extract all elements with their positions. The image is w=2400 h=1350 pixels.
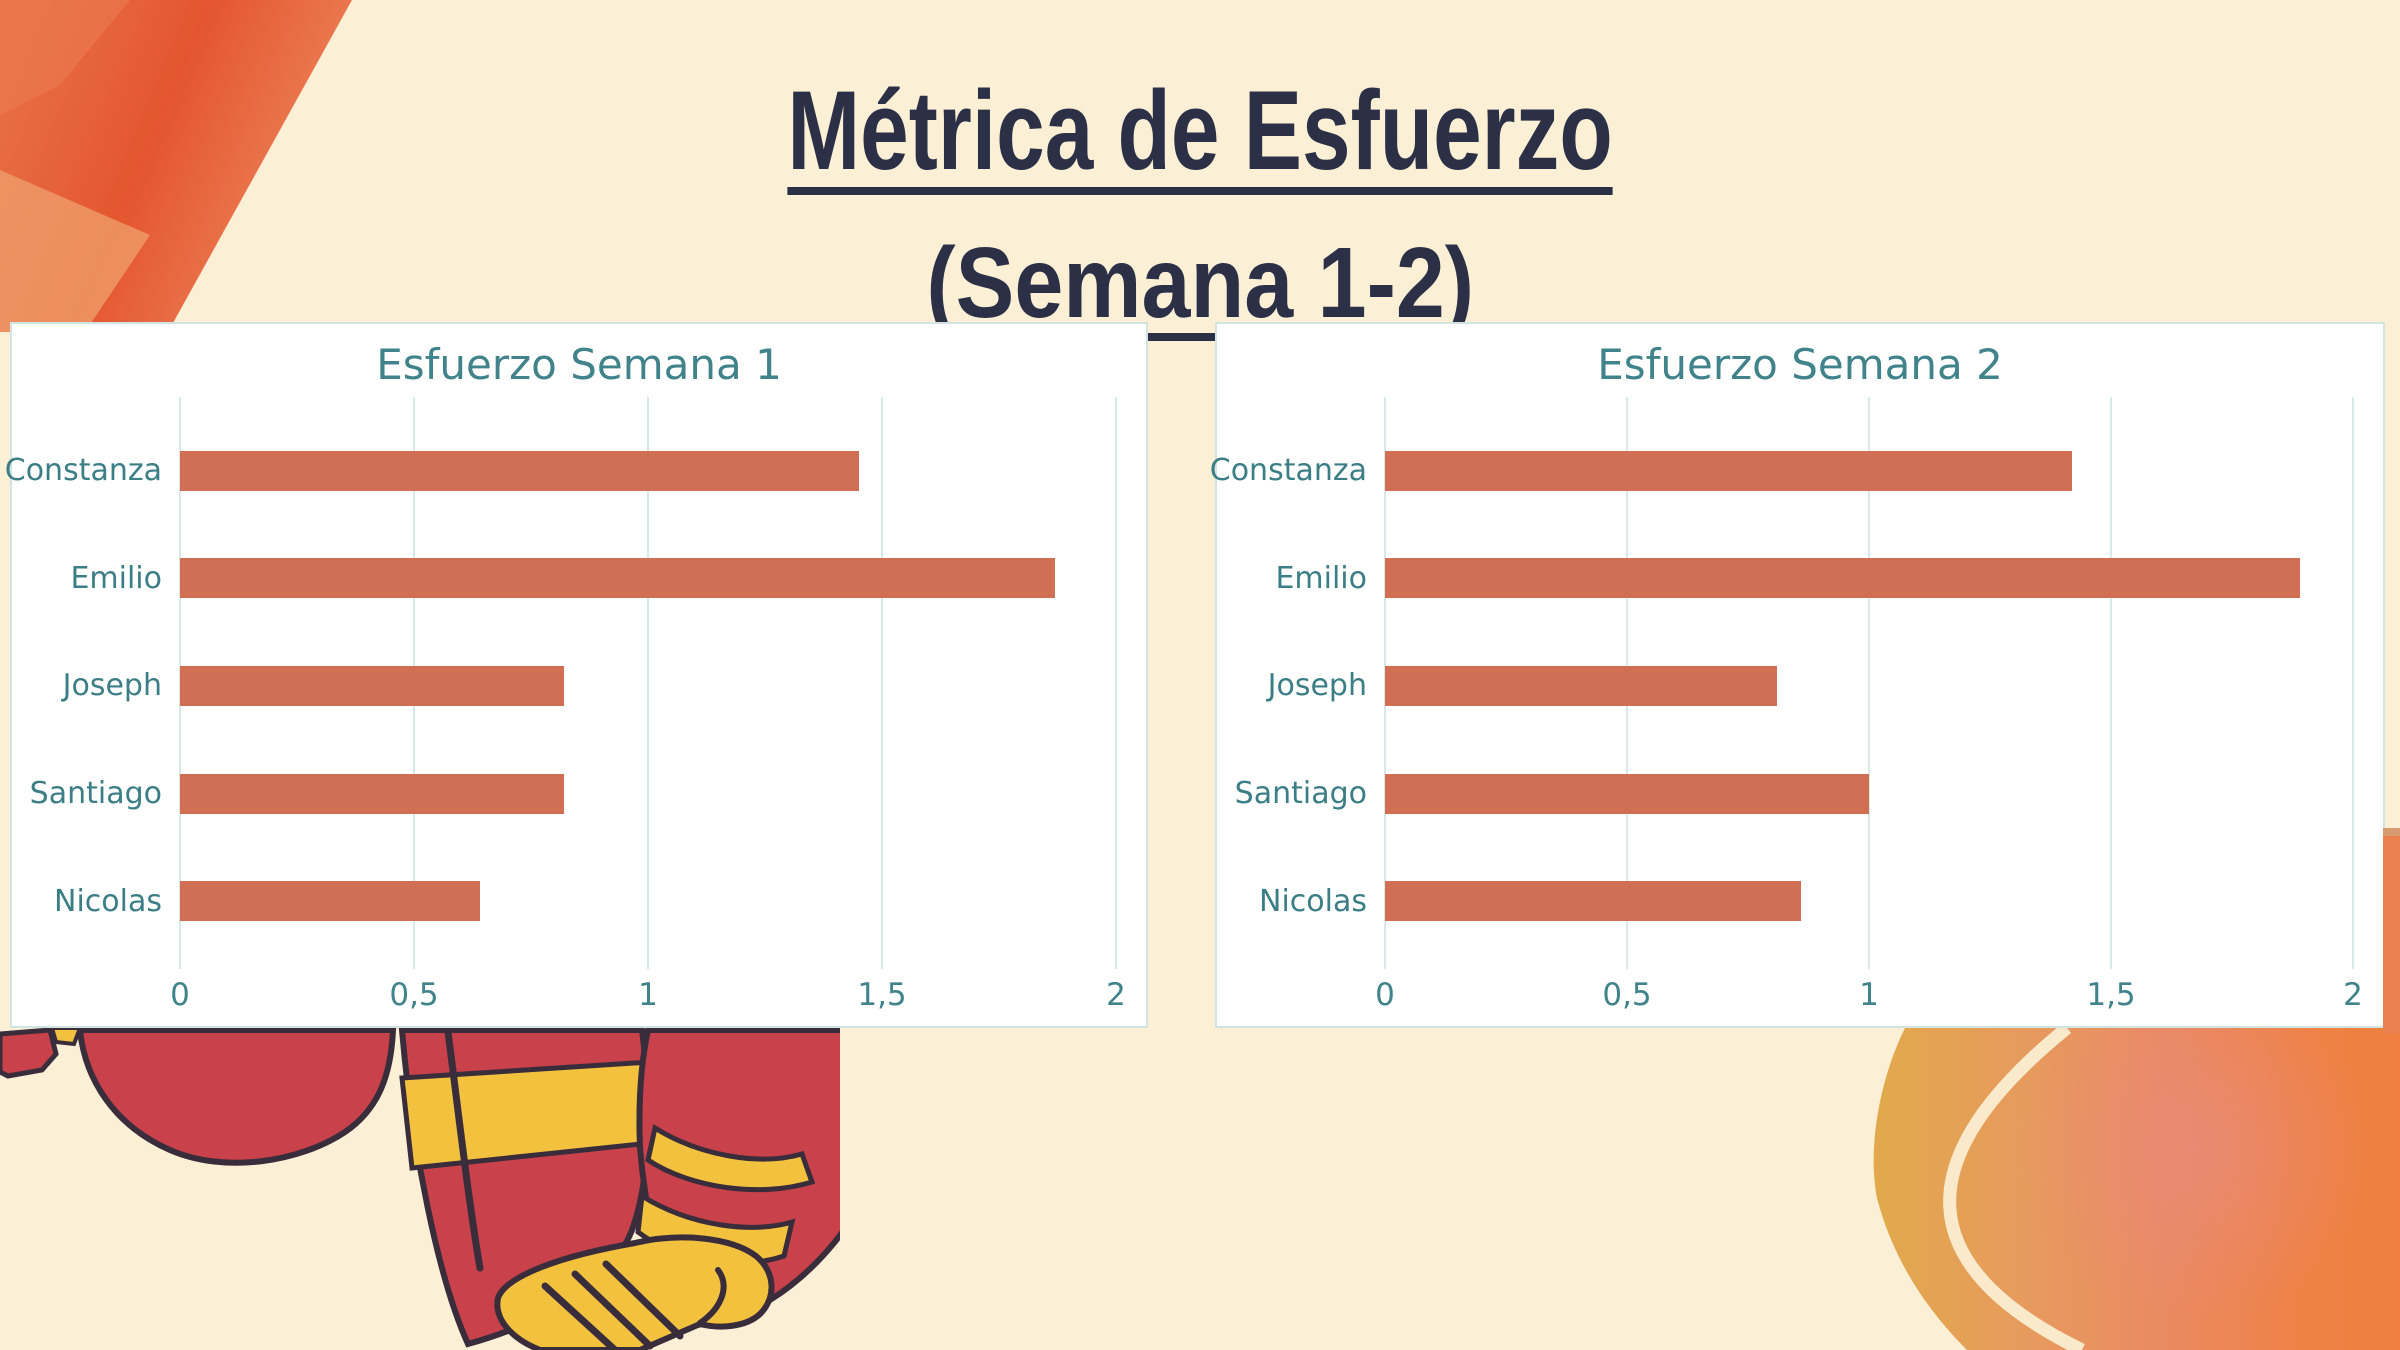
category-label: Joseph	[62, 668, 162, 704]
x-tick-label: 2	[2343, 977, 2363, 1013]
x-tick-label: 1	[1859, 977, 1879, 1013]
category-label: Nicolas	[1259, 883, 1367, 919]
bar	[180, 558, 1056, 599]
chart-row: Santiago	[30, 740, 1116, 848]
cartoon-character-decoration	[0, 1028, 840, 1350]
bar	[180, 881, 480, 922]
plot-area: 0 0,5 1 1,5 2 Constanza Emilio Joseph Santiago Ni…	[1210, 397, 2363, 1013]
x-tick-label: 0	[1375, 977, 1395, 1013]
bottom-right-orange-decoration	[1873, 1028, 2400, 1350]
gridline	[1868, 397, 1870, 969]
bar	[180, 665, 564, 706]
chart-row: Santiago	[1235, 740, 2353, 848]
right-edge-orange-strip-decoration	[2383, 828, 2400, 1034]
category-label: Emilio	[70, 560, 162, 596]
chart-row: Constanza	[1210, 417, 2353, 525]
slide-title-line-1: Métrica de Esfuerzo	[0, 75, 2400, 195]
x-tick-label: 1,5	[2086, 977, 2136, 1013]
chart-title: Esfuerzo Semana 2	[1597, 340, 2003, 389]
gridline	[881, 397, 883, 969]
bar	[1385, 558, 2300, 599]
x-tick-label: 1,5	[857, 977, 907, 1013]
top-left-orange-wedge-decoration	[0, 0, 352, 332]
category-label: Constanza	[1209, 453, 1367, 489]
chart-row: Emilio	[70, 525, 1116, 633]
chart-row: Constanza	[5, 417, 1116, 525]
bar	[180, 450, 859, 491]
bar-rows: Constanza Emilio Joseph Santiago Nicolas	[5, 417, 1116, 955]
gridline	[647, 397, 649, 969]
bar	[1385, 450, 2073, 491]
category-label: Joseph	[1267, 668, 1367, 704]
slide-subtitle-text: (Semana 1-2)	[926, 227, 1474, 341]
chart-row: Nicolas	[1259, 847, 2353, 955]
plot-area: 0 0,5 1 1,5 2 Constanza Emilio Joseph Santiago Ni…	[5, 397, 1126, 1013]
chart-panel-week-2: Esfuerzo Semana 2 0 0,5 1 1,5 2 Constanza Emil…	[1210, 322, 2385, 1028]
x-tick-label: 0	[170, 977, 190, 1013]
chart-row: Joseph	[1268, 632, 2353, 740]
slide-title-text: Métrica de Esfuerzo	[787, 68, 1613, 195]
category-label: Constanza	[4, 453, 162, 489]
bar	[180, 773, 564, 814]
category-label: Nicolas	[54, 883, 162, 919]
bar	[1385, 881, 1802, 922]
x-tick-label: 0,5	[1602, 977, 1652, 1013]
x-tick-label: 0,5	[389, 977, 439, 1013]
category-label: Santiago	[29, 776, 162, 812]
x-tick-label: 1	[638, 977, 658, 1013]
gridline	[1115, 397, 1117, 969]
bar	[1385, 773, 1869, 814]
chart-row: Joseph	[63, 632, 1116, 740]
chart-title: Esfuerzo Semana 1	[376, 340, 782, 389]
x-tick-label: 2	[1106, 977, 1126, 1013]
gridline	[2110, 397, 2112, 969]
chart-row: Nicolas	[54, 847, 1116, 955]
bar-rows: Constanza Emilio Joseph Santiago Nicolas	[1210, 417, 2353, 955]
category-label: Emilio	[1275, 560, 1367, 596]
chart-panel-week-1: Esfuerzo Semana 1 0 0,5 1 1,5 2 Constanza Emil…	[5, 322, 1148, 1028]
bar	[1385, 665, 1778, 706]
gridline	[2352, 397, 2354, 969]
category-label: Santiago	[1234, 776, 1367, 812]
slide-title-line-2: (Semana 1-2)	[0, 233, 2400, 341]
chart-row: Emilio	[1275, 525, 2353, 633]
